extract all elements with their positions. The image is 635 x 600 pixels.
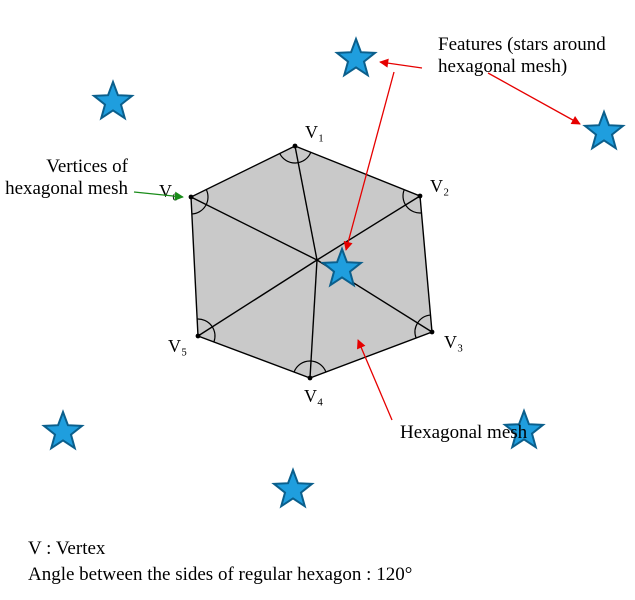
feature-star-icon (337, 39, 375, 75)
vertex-label: V₄ (304, 386, 323, 406)
feature-star-icon (94, 82, 132, 118)
vertex-label: V₂ (430, 176, 449, 196)
hexagon-vertex-dot (308, 376, 313, 381)
vertex-label: V₁ (305, 122, 324, 142)
feature-star-icon (274, 470, 312, 506)
annotation-arrow (380, 62, 422, 68)
label-angle-info: Angle between the sides of regular hexag… (28, 564, 412, 585)
legend-vertex: V : Vertex (28, 538, 106, 559)
vertex-label: V₃ (444, 332, 463, 352)
feature-star-icon (44, 412, 82, 448)
label-vertices: Vertices ofhexagonal mesh (5, 156, 129, 199)
hexagon-vertex-dot (196, 334, 201, 339)
hexagon-vertex-dot (293, 144, 298, 149)
hexagon-vertex-dot (189, 195, 194, 200)
annotation-arrow (488, 73, 580, 124)
hexagon-vertex-dot (418, 194, 423, 199)
hexagon-vertex-dot (430, 330, 435, 335)
label-hex-mesh: Hexagonal mesh (400, 422, 528, 443)
label-features: Features (stars aroundhexagonal mesh) (438, 34, 606, 77)
feature-star-icon (585, 112, 623, 148)
vertex-label: V₆ (159, 181, 178, 201)
vertex-label: V₅ (168, 336, 187, 356)
